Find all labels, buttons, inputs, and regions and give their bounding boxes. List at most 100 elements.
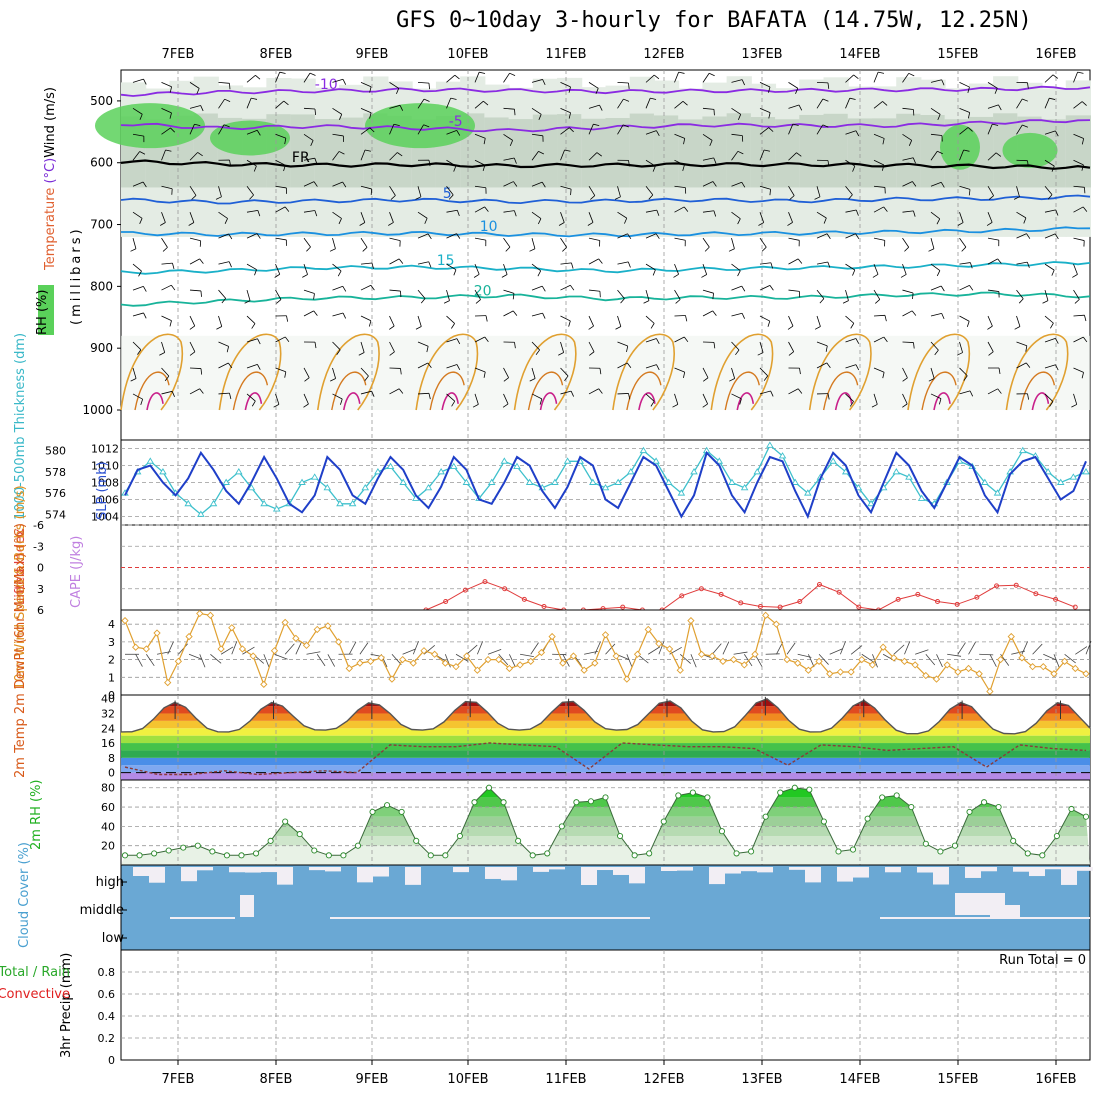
wind-barb-flag <box>562 246 567 252</box>
wind-barb <box>645 289 650 301</box>
rh2m-point <box>471 799 478 806</box>
wind-barb <box>816 124 824 135</box>
wind-barb-flag <box>330 378 336 382</box>
wind-barb <box>360 262 372 265</box>
wind-barb-flag <box>1025 345 1028 352</box>
wind-barb <box>588 152 598 161</box>
wind10m-barb <box>690 654 697 668</box>
wind-barb-flag <box>761 246 767 252</box>
wind-barb <box>1044 263 1055 271</box>
slp-axis-label: SLP (mb) <box>95 461 110 520</box>
wind-barb <box>303 310 314 317</box>
temp2m-line <box>120 697 1091 735</box>
wind-barb-flag <box>428 393 431 400</box>
wind-barb-flag <box>713 157 717 164</box>
wind-barb-flag <box>768 86 771 93</box>
wind-barb-flag <box>656 364 660 371</box>
wind10m-point <box>249 652 257 660</box>
wind10m-barb <box>316 654 326 667</box>
wind-barb-flag <box>615 326 622 330</box>
thickness-point <box>272 505 281 512</box>
wind-barb <box>845 289 849 301</box>
thickness-point <box>323 483 332 491</box>
wind-barb <box>674 159 685 166</box>
wind-barb <box>246 315 256 324</box>
wind-barb-flag <box>199 388 204 394</box>
wind-barb-flag <box>336 349 341 355</box>
wind10m-point <box>1071 664 1079 673</box>
cape-axis-label: CAPE (J/kg) <box>69 536 84 608</box>
wind-barb-flag <box>428 261 432 268</box>
wind10m-barb <box>722 641 730 655</box>
li-point <box>895 596 901 602</box>
thickness-point <box>589 478 597 485</box>
wind-barb <box>218 315 223 327</box>
wind-barb <box>218 233 229 239</box>
wind-barb <box>1073 314 1085 317</box>
wind10m-barb <box>263 654 270 668</box>
wind-barb-flag <box>505 246 511 252</box>
wind-barb-flag <box>796 152 802 157</box>
rh-shade-50 <box>484 117 510 188</box>
thickness-point <box>677 489 686 496</box>
wind-barb <box>246 393 256 402</box>
wind-barb-flag <box>451 400 456 407</box>
wind10m-point <box>1018 654 1026 662</box>
wind-barb-flag <box>628 160 630 167</box>
wind-barb <box>930 181 942 187</box>
wind-barb <box>275 367 286 373</box>
high-cloud-gap <box>661 867 677 871</box>
thickness-point <box>614 478 622 485</box>
li-point <box>974 594 980 600</box>
thickness-point <box>892 468 901 475</box>
wind-barb <box>560 341 565 353</box>
precip-axis-label: 3hr Precip (mm) <box>59 953 74 1058</box>
wind-barb <box>1044 393 1054 402</box>
wind10m-point <box>633 650 642 658</box>
wind-barb-flag <box>735 349 740 356</box>
wind-barb <box>759 237 767 248</box>
wind-barb <box>132 312 144 317</box>
wind-barb <box>503 393 509 405</box>
wind-barb-flag <box>313 181 318 187</box>
wind-barb <box>389 212 394 223</box>
wind-barb-flag <box>814 326 821 330</box>
wind10m-point <box>505 664 514 673</box>
wind-barb-flag <box>509 140 514 147</box>
wind-barb <box>873 336 885 343</box>
wind10m-barb <box>893 644 905 655</box>
wind-barb <box>617 341 628 347</box>
wind-barb <box>731 341 740 351</box>
high-cloud-gap <box>133 867 149 876</box>
wind-barb-flag <box>170 127 176 133</box>
thickness-point <box>601 483 610 491</box>
wind-barb <box>902 289 914 294</box>
wind10m-barb <box>402 648 416 655</box>
rh2m-point <box>733 850 740 857</box>
wind-barb-flag <box>653 74 660 80</box>
wind-barb-flag <box>988 195 994 200</box>
wind-barb <box>816 233 828 239</box>
rh-band <box>121 807 1090 817</box>
wind-barb <box>503 181 514 187</box>
temp-contour-25 <box>710 333 774 411</box>
wind-barb <box>218 392 230 395</box>
wind-barb <box>987 237 999 241</box>
wind-barb-flag <box>902 377 908 382</box>
wind-barb-flag <box>189 325 195 330</box>
wind-barb <box>417 233 429 239</box>
wind-barb <box>588 258 599 265</box>
li-tick-label: 6 <box>37 604 44 617</box>
date-label-bottom: 15FEB <box>937 1072 978 1087</box>
wind-barb-flag <box>883 206 888 212</box>
high-cloud-gap <box>405 867 421 885</box>
rh-shade-70 <box>210 120 290 156</box>
wind-barb <box>246 210 258 213</box>
wind-barb <box>873 314 886 317</box>
wind-barb-flag <box>199 258 204 264</box>
wind-barb <box>1016 124 1023 135</box>
wind-barb <box>873 159 885 166</box>
thickness-point <box>197 510 205 517</box>
wind-barb <box>474 159 486 166</box>
rh2m-point <box>820 818 827 825</box>
